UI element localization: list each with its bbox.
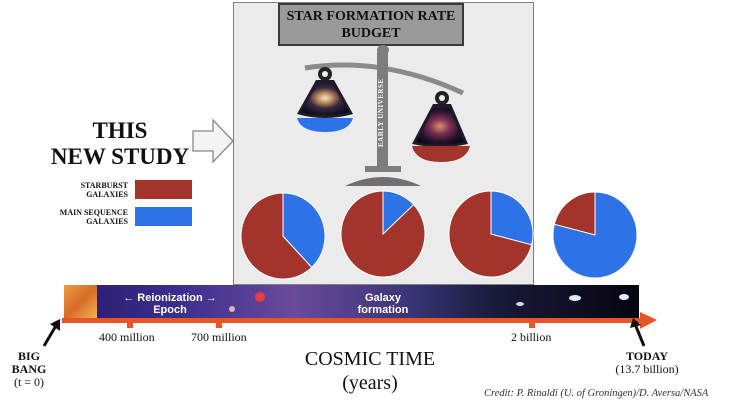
- credit-line: Credit: P. Rinaldi (U. of Groningen)/D. …: [484, 388, 709, 399]
- scale-pillar: [377, 52, 388, 172]
- left-weight: [297, 67, 353, 132]
- timeline-arrowhead: [640, 312, 657, 329]
- pie-4: [552, 191, 638, 279]
- today-label: TODAY (13.7 billion): [615, 349, 679, 376]
- this-study-line-1: THIS: [92, 118, 148, 143]
- pie-3-starburst-slice: [448, 190, 533, 278]
- timeline-axis: [62, 318, 642, 323]
- tick-label-400-million: 400 million: [99, 330, 155, 344]
- pie-1-main-sequence-slice: [282, 192, 326, 269]
- right-weight: [412, 91, 470, 162]
- galaxy-formation-label: Galaxy formation: [357, 292, 409, 316]
- right-weight-starburst-base: [412, 146, 470, 162]
- big-bang-label: BIG BANG (t = 0): [11, 349, 47, 389]
- cosmic-time-label: COSMIC TIME (years): [304, 348, 436, 394]
- timeline-strip: [62, 285, 657, 329]
- left-weight-main-sequence-base: [297, 118, 353, 132]
- pie-4-main-sequence-slice: [552, 191, 638, 279]
- tick-700-million: [216, 322, 222, 328]
- pie-4-starburst-slice: [553, 191, 596, 236]
- title-line-1: STAR FORMATION RATE: [286, 9, 456, 24]
- legend-label-main-sequence: MAIN SEQUENCE GALAXIES: [59, 208, 128, 226]
- pie-1: [240, 192, 326, 280]
- strip-background: [64, 285, 639, 319]
- pie-2-main-sequence-slice: [382, 190, 415, 236]
- pie-2: [340, 190, 426, 278]
- pie-1-starburst-slice: [240, 192, 313, 280]
- reionization-epoch-label: ← Reionization → Epoch: [123, 292, 217, 316]
- big-bang-patch: [64, 285, 97, 319]
- tick-label-2-billion: 2 billion: [511, 330, 552, 344]
- tick-label-700-million: 700 million: [191, 330, 247, 344]
- pie-charts: [240, 190, 638, 280]
- scale-base: [345, 177, 421, 186]
- pointer-arrow: [192, 118, 234, 164]
- tick-2-billion: [529, 322, 535, 328]
- pie-3: [448, 190, 534, 278]
- tick-400-million: [127, 322, 133, 328]
- balance-scale: [297, 45, 470, 186]
- today-arrow: [630, 318, 646, 347]
- pie-3-main-sequence-slice: [490, 190, 534, 246]
- legend-label-starburst: STARBURST GALAXIES: [80, 181, 128, 199]
- this-study-line-2: NEW STUDY: [50, 144, 190, 169]
- legend-swatch-starburst: [135, 180, 192, 199]
- title-box: STAR FORMATION RATE BUDGET: [278, 3, 464, 46]
- title-line-2: BUDGET: [341, 26, 401, 41]
- this-new-study-label: THIS NEW STUDY: [50, 118, 190, 170]
- big-bang-arrow: [42, 319, 60, 347]
- legend-swatch-main-sequence: [135, 207, 192, 226]
